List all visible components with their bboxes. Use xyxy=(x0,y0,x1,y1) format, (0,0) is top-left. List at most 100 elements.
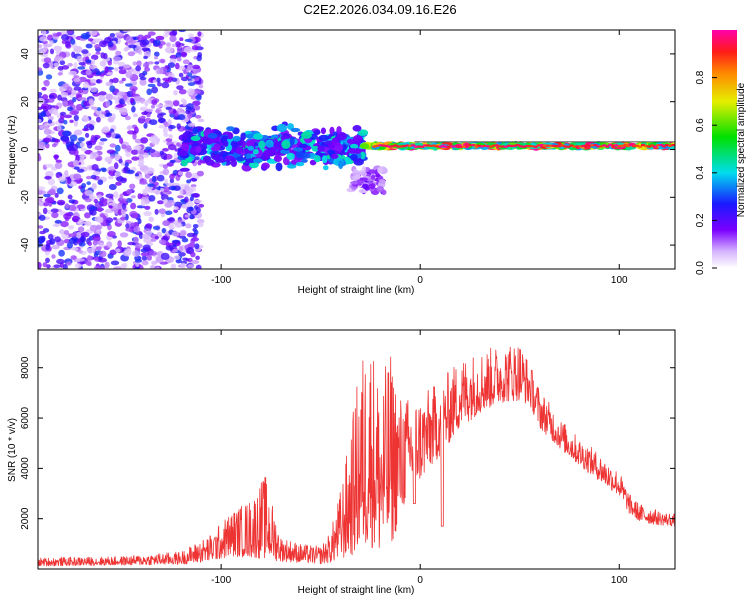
spectrogram-cell xyxy=(280,149,290,155)
spectrogram-cell xyxy=(131,106,136,113)
spectrogram-cell xyxy=(186,232,196,238)
spectrogram-cell xyxy=(75,258,85,262)
snr-x-axis-label: Height of straight line (km) xyxy=(298,585,415,596)
spectrogram-cell xyxy=(192,127,199,135)
spectrogram-cell xyxy=(177,195,184,199)
spectrogram-cell xyxy=(354,174,361,180)
spectrogram-cell xyxy=(162,148,169,152)
spectrogram-cell xyxy=(51,143,57,148)
spectrogram-cell xyxy=(54,236,61,243)
spectrogram-cell xyxy=(92,240,98,246)
spectrogram-cell xyxy=(53,62,59,68)
spectrogram-cell xyxy=(57,125,62,132)
spectrogram-cell xyxy=(381,189,387,196)
spectrogram-cell xyxy=(169,222,175,229)
spectrogram-cell xyxy=(69,119,74,124)
spectrogram-cell xyxy=(94,44,101,49)
spectrogram-cell xyxy=(185,188,193,195)
spectrogram-cell xyxy=(77,218,85,226)
spectrogram-cell xyxy=(82,81,89,89)
y-tick-label: 0 xyxy=(20,146,31,152)
spectrogram-cell xyxy=(194,243,200,250)
spectrogram-cell xyxy=(196,170,204,177)
spectrogram-cell xyxy=(146,113,151,118)
spectrogram-cell xyxy=(141,47,151,51)
spectrogram-cell xyxy=(258,140,266,149)
spectrogram-cell xyxy=(45,74,53,80)
spectrogram-cell xyxy=(73,166,80,170)
spectrogram-cell xyxy=(136,60,142,67)
spectrogram-cell xyxy=(119,193,124,201)
spectrogram-cell xyxy=(48,233,54,240)
spectrogram-cell xyxy=(85,260,92,266)
spectrogram-cell xyxy=(138,72,146,78)
spectrogram-cell xyxy=(168,133,173,140)
spectrogram-cell xyxy=(188,206,194,212)
spectrogram-cell xyxy=(142,244,151,251)
spectrogram-cell xyxy=(73,114,79,122)
spectrogram-cell xyxy=(162,220,171,227)
spectrogram-cell xyxy=(169,58,177,64)
spectrogram-cell xyxy=(109,166,115,171)
spectrogram-cell xyxy=(109,143,117,148)
spectrogram-cell xyxy=(60,91,69,98)
spectrogram-cell xyxy=(169,35,177,43)
snr-y-ticks: 2000 4000 6000 8000 xyxy=(20,356,675,530)
spectrogram-cell xyxy=(146,88,152,96)
spectrogram-cell xyxy=(61,39,67,45)
spectrogram-cell xyxy=(98,114,107,119)
spectrogram-cell xyxy=(45,243,50,251)
spectrogram-cell xyxy=(119,232,129,238)
colorbar: 0.0 0.2 0.4 0.6 0.8 Normalized spectral ampl… xyxy=(695,30,747,275)
spectrogram-cell xyxy=(68,233,77,238)
spectrogram-cell xyxy=(161,81,170,89)
spectrogram-cell xyxy=(80,32,90,40)
spectrogram-cell xyxy=(112,56,122,62)
spectrogram-cell xyxy=(77,66,86,70)
spectrogram-cell xyxy=(41,103,49,109)
spectrogram-cell xyxy=(80,235,85,243)
spectrogram-cell xyxy=(85,175,93,180)
y-tick-label: 6000 xyxy=(20,406,31,429)
spectrogram-cell xyxy=(190,240,196,247)
spectrogram-cell xyxy=(160,152,167,160)
spectrogram-cell xyxy=(43,79,50,87)
spectrogram-cell xyxy=(347,148,359,154)
spectrogram-cell xyxy=(86,142,93,149)
spectrogram-cell xyxy=(173,90,178,96)
colorbar-tick-label: 0.2 xyxy=(695,213,706,227)
spectrogram-cell xyxy=(125,227,134,232)
spectrogram-cell xyxy=(78,242,86,247)
spectrogram-cell xyxy=(164,100,173,104)
spectrogram-cell xyxy=(117,240,122,248)
spectrogram-cell xyxy=(45,257,50,263)
spectrogram-cell xyxy=(167,144,177,151)
x-tick-label: 100 xyxy=(611,275,628,286)
spectrogram-cell xyxy=(638,145,643,148)
spectrogram-cell xyxy=(151,175,157,183)
spectrogram-cell xyxy=(369,183,376,190)
spectrogram-cell xyxy=(593,143,598,147)
spectrogram-cell xyxy=(263,149,274,157)
spectrogram-cell xyxy=(107,41,114,48)
spectrogram-cell xyxy=(73,173,82,181)
spectrogram-cell xyxy=(67,30,73,34)
spectrogram-cell xyxy=(105,132,112,138)
spectrogram-cell xyxy=(47,178,56,186)
spectrogram-cell xyxy=(80,231,90,238)
snr-series-line xyxy=(38,346,675,567)
spectrogram-cell xyxy=(141,260,149,266)
spectrogram-cell xyxy=(63,263,68,269)
spectrogram-cell xyxy=(370,174,376,180)
spectrogram-cell xyxy=(112,77,119,84)
spectrogram-cell xyxy=(253,149,259,155)
spectrogram-cell xyxy=(91,58,96,66)
spectrogram-cell xyxy=(170,263,177,269)
spectrogram-cell xyxy=(91,54,99,61)
spectrogram-cell xyxy=(186,103,194,110)
spectrogram-cell xyxy=(101,168,107,173)
spectrogram-cell xyxy=(55,56,64,62)
spectrogram-cell xyxy=(93,266,100,269)
spectrogram-cell xyxy=(117,91,126,96)
spectrogram-cell xyxy=(240,132,247,141)
